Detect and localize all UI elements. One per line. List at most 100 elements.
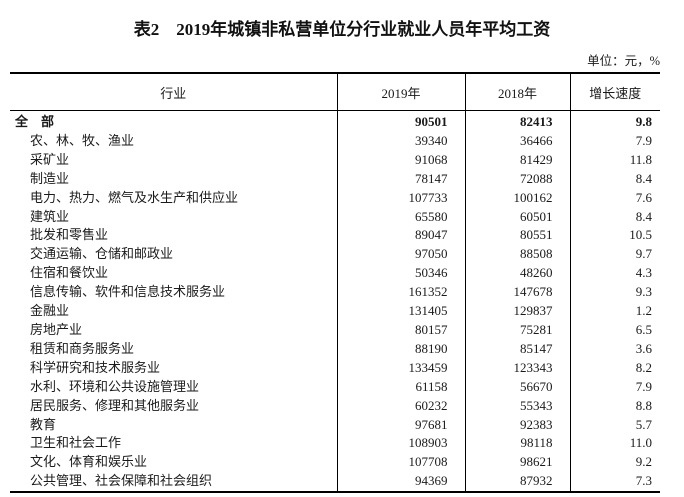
wage-2018-cell: 55343	[464, 396, 570, 416]
unit-note: 单位：元，%	[587, 54, 660, 68]
growth-cell: 8.2	[569, 358, 660, 378]
table-header: 行业 2019年 2018年 增长速度	[10, 73, 660, 111]
wage-2019-cell: 107708	[336, 453, 465, 473]
wage-2018-cell: 129837	[464, 302, 570, 321]
growth-cell: 1.2	[569, 302, 660, 321]
table-row: 采矿业 91068 81429 11.8	[10, 150, 660, 170]
wage-2019-cell: 94369	[336, 472, 465, 493]
wage-2018-cell: 147678	[464, 283, 570, 303]
industry-cell: 文化、体育和娱乐业	[30, 454, 148, 470]
industry-cell: 居民服务、修理和其他服务业	[30, 397, 200, 413]
industry-cell: 水利、环境和公共设施管理业	[30, 378, 200, 394]
growth-cell: 6.5	[569, 320, 660, 340]
industry-cell: 租赁和商务服务业	[30, 340, 135, 356]
wage-2018-cell: 123343	[464, 358, 570, 378]
industry-cell: 教育	[30, 416, 57, 432]
industry-cell: 科学研究和技术服务业	[30, 359, 161, 375]
col-header-industry: 行业	[10, 73, 337, 111]
wage-2019-cell: 88190	[336, 339, 465, 359]
table-title: 表2 2019年城镇非私营单位分行业就业人员年平均工资	[133, 20, 551, 39]
wage-2019-cell: 97050	[336, 245, 465, 265]
wage-2018-cell: 48260	[464, 264, 570, 284]
industry-cell: 农、林、牧、渔业	[30, 132, 135, 148]
wage-2019-cell: 78147	[336, 169, 465, 189]
table-row: 房地产业 80157 75281 6.5	[10, 320, 660, 340]
wage-2018-cell: 72088	[464, 169, 570, 189]
growth-cell: 7.9	[569, 131, 660, 151]
table-row: 科学研究和技术服务业 133459 123343 8.2	[10, 358, 660, 378]
industry-cell: 制造业	[30, 170, 70, 186]
wage-2019-cell: 60232	[336, 396, 465, 416]
industry-cell: 公共管理、社会保障和社会组织	[30, 473, 213, 489]
growth-cell: 10.5	[569, 226, 660, 246]
table-body: 全 部 90501 82413 9.8 农、林、牧、渔业 39340 36466…	[10, 110, 660, 493]
wage-2019-cell: 91068	[336, 150, 465, 170]
wage-2018-cell: 92383	[464, 415, 570, 435]
wage-2019-cell: 108903	[336, 434, 465, 454]
growth-cell: 8.8	[569, 396, 660, 416]
wage-2018-cell: 100162	[464, 188, 570, 208]
table-row: 教育 97681 92383 5.7	[10, 415, 660, 435]
wage-2018-cell: 85147	[464, 339, 570, 359]
table-row: 水利、环境和公共设施管理业 61158 56670 7.9	[10, 377, 660, 397]
table-row: 批发和零售业 89047 80551 10.5	[10, 226, 660, 246]
wage-2019-cell: 161352	[336, 283, 465, 303]
table-row: 住宿和餐饮业 50346 48260 4.3	[10, 264, 660, 284]
wage-2018-cell: 87932	[464, 472, 570, 493]
table-row: 农、林、牧、渔业 39340 36466 7.9	[10, 131, 660, 151]
industry-cell: 卫生和社会工作	[30, 435, 122, 451]
wage-2019-cell: 50346	[336, 264, 465, 284]
growth-cell: 8.4	[569, 207, 660, 227]
growth-cell: 11.8	[569, 150, 660, 170]
wage-2018-cell: 82413	[464, 110, 570, 132]
wage-2018-cell: 56670	[464, 377, 570, 397]
col-header-2018: 2018年	[464, 73, 570, 111]
industry-cell: 电力、热力、燃气及水生产和供应业	[30, 189, 239, 205]
growth-cell: 9.8	[569, 110, 660, 132]
wage-2018-cell: 75281	[464, 320, 570, 340]
wage-2019-cell: 80157	[336, 320, 465, 340]
industry-cell: 采矿业	[30, 151, 70, 167]
table-row: 租赁和商务服务业 88190 85147 3.6	[10, 339, 660, 359]
wage-2019-cell: 61158	[336, 377, 465, 397]
table-row: 金融业 131405 129837 1.2	[10, 302, 660, 321]
wage-2018-cell: 80551	[464, 226, 570, 246]
table-row: 建筑业 65580 60501 8.4	[10, 207, 660, 227]
wage-2019-cell: 89047	[336, 226, 465, 246]
growth-cell: 3.6	[569, 339, 660, 359]
table-row: 制造业 78147 72088 8.4	[10, 169, 660, 189]
growth-cell: 7.9	[569, 377, 660, 397]
wage-2018-cell: 98118	[464, 434, 570, 454]
header-row: 行业 2019年 2018年 增长速度	[10, 73, 660, 111]
wage-2019-cell: 107733	[336, 188, 465, 208]
industry-cell: 金融业	[30, 303, 70, 319]
table-row: 居民服务、修理和其他服务业 60232 55343 8.8	[10, 396, 660, 416]
growth-cell: 9.7	[569, 245, 660, 265]
growth-cell: 8.4	[569, 169, 660, 189]
industry-cell: 信息传输、软件和信息技术服务业	[30, 284, 226, 300]
growth-cell: 11.0	[569, 434, 660, 454]
table-row: 电力、热力、燃气及水生产和供应业 107733 100162 7.6	[10, 188, 660, 208]
industry-cell: 房地产业	[30, 321, 83, 337]
wage-2019-cell: 97681	[336, 415, 465, 435]
table-row: 信息传输、软件和信息技术服务业 161352 147678 9.3	[10, 283, 660, 303]
table-row: 卫生和社会工作 108903 98118 11.0	[10, 434, 660, 454]
col-header-2019: 2019年	[336, 73, 465, 111]
wage-2018-cell: 36466	[464, 131, 570, 151]
wage-2019-cell: 39340	[336, 131, 465, 151]
table-row: 公共管理、社会保障和社会组织 94369 87932 7.3	[10, 472, 660, 493]
table-row: 文化、体育和娱乐业 107708 98621 9.2	[10, 453, 660, 473]
wage-2018-cell: 98621	[464, 453, 570, 473]
industry-cell: 全 部	[15, 114, 55, 129]
wage-2019-cell: 90501	[336, 110, 465, 132]
wage-2018-cell: 60501	[464, 207, 570, 227]
growth-cell: 5.7	[569, 415, 660, 435]
wage-2019-cell: 133459	[336, 358, 465, 378]
growth-cell: 9.2	[569, 453, 660, 473]
table-row: 交通运输、仓储和邮政业 97050 88508 9.7	[10, 245, 660, 265]
wage-2019-cell: 131405	[336, 302, 465, 321]
industry-cell: 批发和零售业	[30, 227, 109, 243]
growth-cell: 4.3	[569, 264, 660, 284]
table-row: 全 部 90501 82413 9.8	[10, 110, 660, 132]
